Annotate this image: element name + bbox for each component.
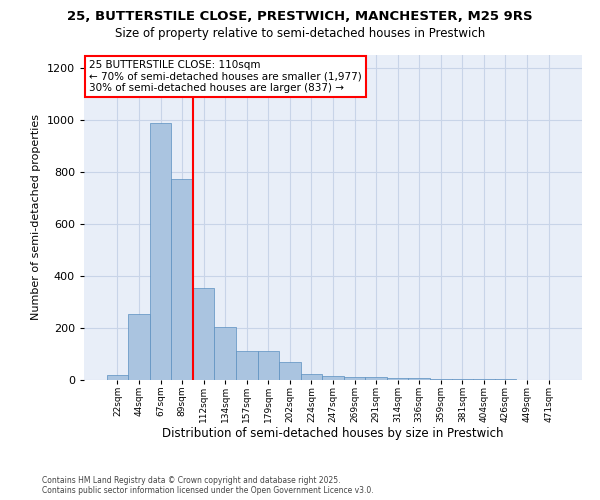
Bar bbox=[150, 122, 172, 380]
Bar bbox=[365, 378, 387, 380]
Bar bbox=[344, 377, 365, 380]
X-axis label: Distribution of semi-detached houses by size in Prestwich: Distribution of semi-detached houses by … bbox=[162, 428, 504, 440]
Bar bbox=[214, 326, 236, 380]
Bar bbox=[430, 378, 452, 380]
Bar bbox=[257, 352, 279, 380]
Bar bbox=[172, 178, 193, 380]
Text: Size of property relative to semi-detached houses in Prestwich: Size of property relative to semi-detach… bbox=[115, 28, 485, 40]
Bar bbox=[473, 379, 494, 380]
Bar bbox=[279, 362, 301, 380]
Bar bbox=[387, 378, 409, 380]
Text: Contains HM Land Registry data © Crown copyright and database right 2025.
Contai: Contains HM Land Registry data © Crown c… bbox=[42, 476, 374, 495]
Bar bbox=[322, 376, 344, 380]
Bar bbox=[236, 352, 257, 380]
Bar bbox=[128, 314, 150, 380]
Y-axis label: Number of semi-detached properties: Number of semi-detached properties bbox=[31, 114, 41, 320]
Bar bbox=[193, 288, 214, 380]
Bar bbox=[409, 378, 430, 380]
Text: 25, BUTTERSTILE CLOSE, PRESTWICH, MANCHESTER, M25 9RS: 25, BUTTERSTILE CLOSE, PRESTWICH, MANCHE… bbox=[67, 10, 533, 23]
Bar bbox=[452, 378, 473, 380]
Bar bbox=[301, 374, 322, 380]
Text: 25 BUTTERSTILE CLOSE: 110sqm
← 70% of semi-detached houses are smaller (1,977)
3: 25 BUTTERSTILE CLOSE: 110sqm ← 70% of se… bbox=[89, 60, 362, 93]
Bar bbox=[107, 375, 128, 380]
